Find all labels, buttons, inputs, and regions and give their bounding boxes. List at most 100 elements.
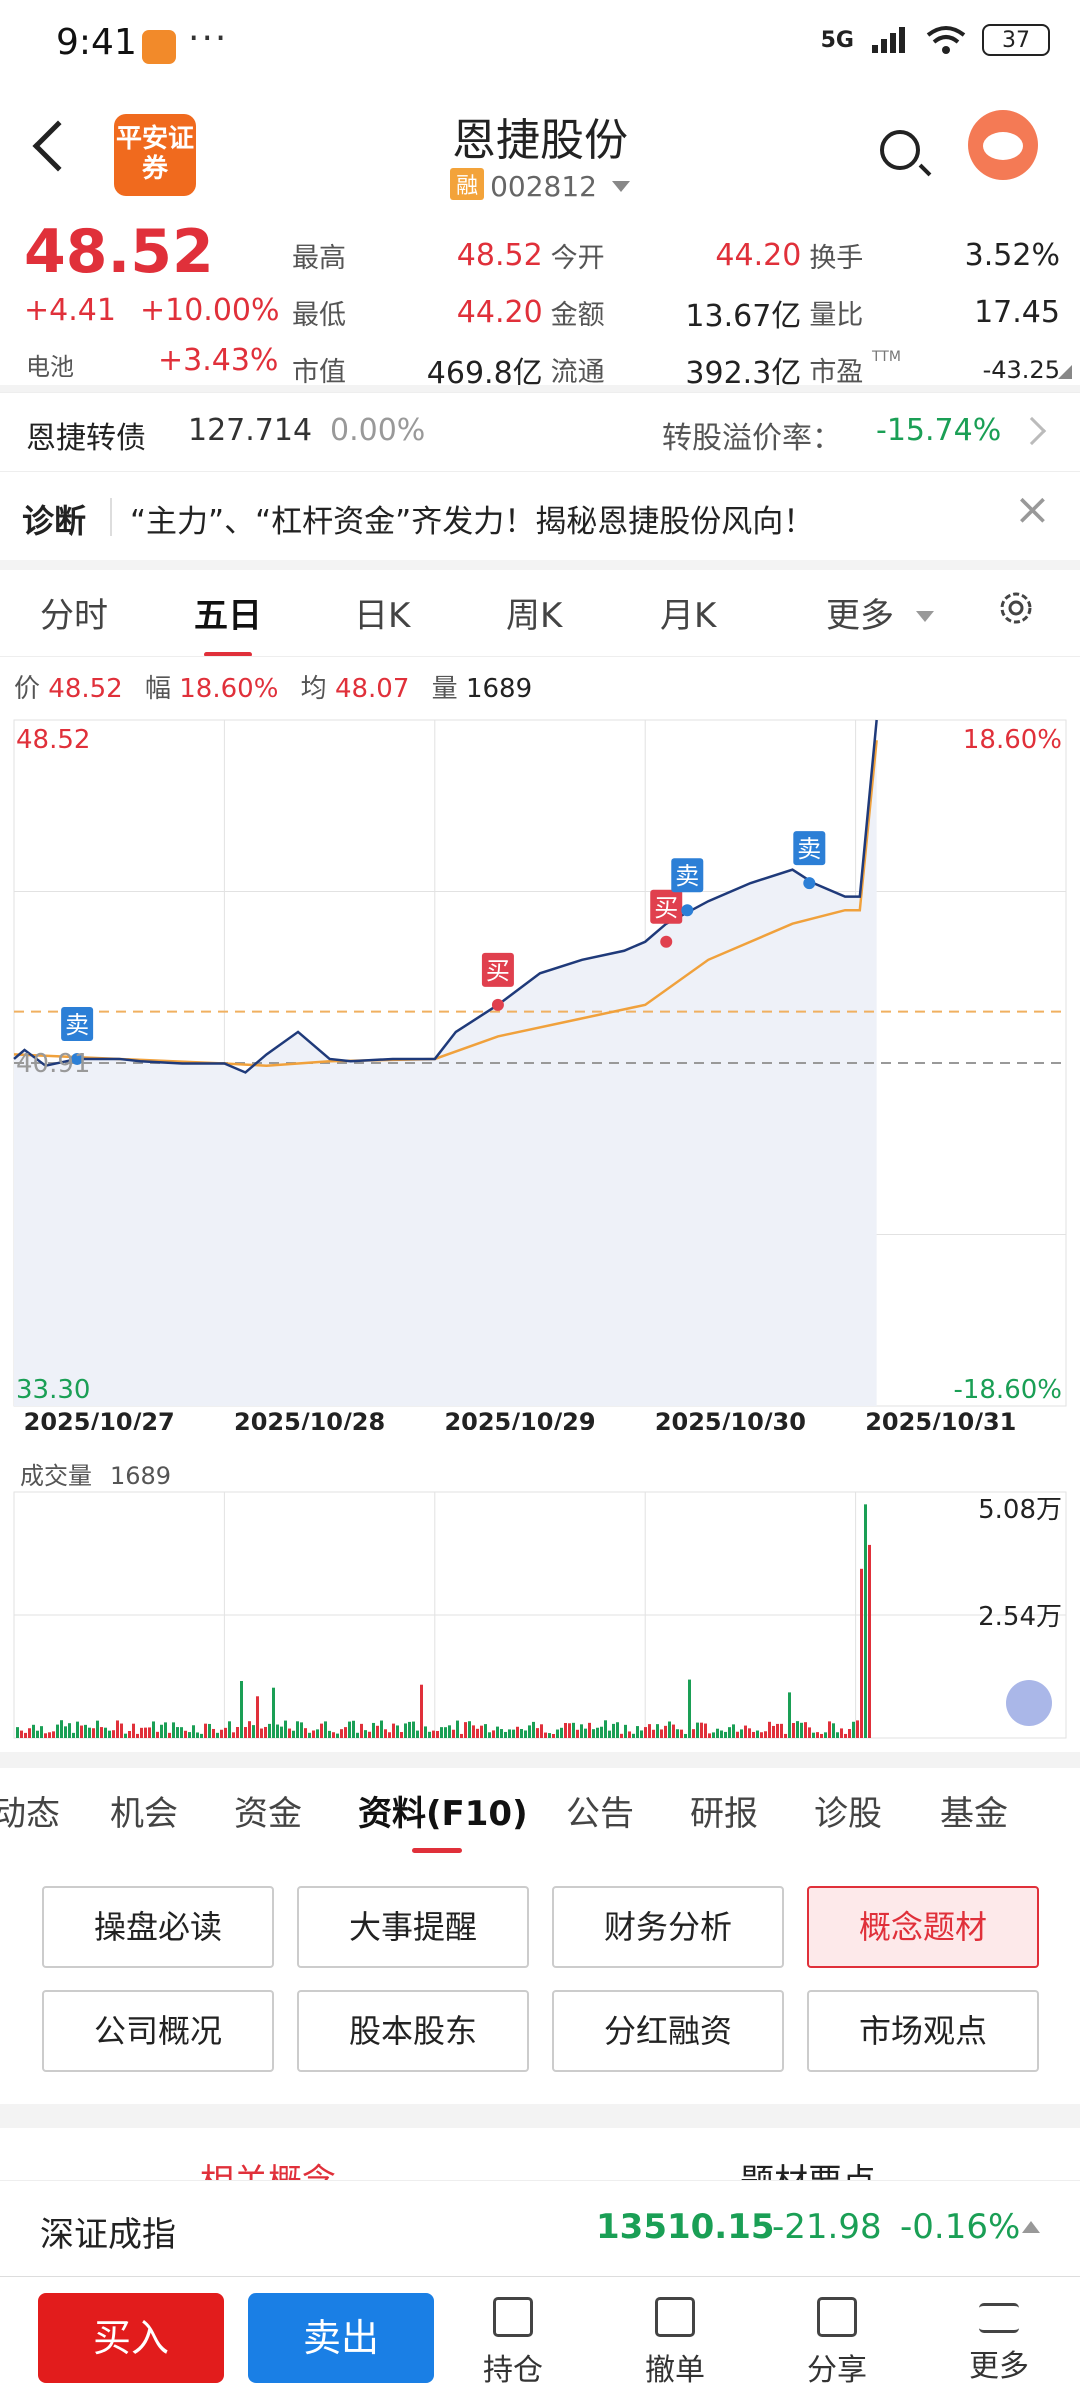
volume-bar	[788, 1692, 791, 1738]
volume-bar	[636, 1726, 639, 1738]
quote-field-label: 市值	[292, 357, 346, 388]
volume-bar	[556, 1729, 559, 1738]
five-day-price-chart[interactable]: 卖买买卖卖48.5233.3018.60%-18.60%40.912025/10…	[0, 710, 1080, 1430]
quote-field-label: 市盈	[809, 357, 864, 388]
volume-bar	[472, 1725, 475, 1738]
search-icon[interactable]	[880, 130, 920, 170]
volume-bar	[392, 1723, 395, 1738]
fullscreen-icon[interactable]	[1006, 1680, 1052, 1726]
theme-points-heading[interactable]: 题材要点	[740, 2154, 876, 2180]
sector-name[interactable]: 电池	[26, 353, 74, 381]
btn-concepts[interactable]: 概念题材	[807, 1886, 1039, 1968]
volume-bar	[576, 1729, 579, 1738]
tab-fund[interactable]: 基金	[940, 1794, 1008, 1834]
tab-f10[interactable]: 资料(F10)	[358, 1786, 528, 1853]
volume-bar	[88, 1727, 91, 1738]
volume-bar	[304, 1728, 307, 1738]
volume-bar	[180, 1727, 183, 1738]
nav-cancel-orders[interactable]: 撤单	[620, 2297, 730, 2389]
buy-marker	[481, 952, 514, 987]
volume-bar	[52, 1731, 55, 1738]
stock-code-row[interactable]: 融 002812	[0, 168, 1080, 203]
btn-trading-guide[interactable]: 操盘必读	[42, 1886, 274, 1968]
quote-field-label: 金额	[550, 300, 605, 331]
convertible-bond-row[interactable]: 恩捷转债 127.714 0.00% 转股溢价率： -15.74%	[0, 392, 1080, 472]
volume-bar	[792, 1722, 795, 1738]
volume-bar	[416, 1730, 419, 1738]
chart-info-line: 价 48.52 幅 18.60% 均 48.07 量 1689	[14, 668, 532, 705]
volume-bar	[312, 1730, 315, 1738]
volume-bar	[68, 1723, 71, 1738]
tab-weekly-k[interactable]: 周K	[506, 596, 563, 636]
volume-bar	[128, 1730, 131, 1738]
buy-marker-label: 买	[486, 957, 510, 985]
tab-announcements[interactable]: 公告	[566, 1794, 634, 1834]
close-icon[interactable]: ×	[1014, 484, 1051, 535]
tab-intraday[interactable]: 分时	[40, 596, 108, 636]
volume-bar	[456, 1720, 459, 1738]
volume-bar	[372, 1722, 375, 1738]
volume-bar	[868, 1544, 871, 1738]
btn-financials[interactable]: 财务分析	[552, 1886, 784, 1968]
sell-marker	[671, 858, 704, 893]
btn-shareholders[interactable]: 股本股东	[297, 1990, 529, 2072]
volume-chart[interactable]: 5.08万 2.54万	[0, 1480, 1080, 1745]
nav-positions[interactable]: 持仓	[458, 2297, 568, 2389]
diagnosis-banner[interactable]: 诊断 “主力”、“杠杆资金”齐发力！揭秘恩捷股份风向！ ×	[0, 478, 1080, 560]
buy-button[interactable]: 买入	[38, 2293, 224, 2383]
info-price: 48.52	[48, 674, 123, 704]
info-avg-label: 均	[300, 674, 327, 704]
nav-share[interactable]: 分享	[782, 2297, 892, 2389]
volume-bar	[216, 1732, 219, 1738]
index-ticker[interactable]: 深证成指 13510.15 -21.98 -0.16%	[0, 2180, 1080, 2276]
volume-bar	[212, 1728, 215, 1738]
expand-corner-icon[interactable]	[1058, 365, 1072, 379]
diagnosis-text: “主力”、“杠杆资金”齐发力！揭秘恩捷股份风向！	[130, 504, 815, 540]
index-value: 13510.15	[596, 2207, 775, 2247]
btn-company-profile[interactable]: 公司概况	[42, 1990, 274, 2072]
chevron-up-icon[interactable]	[1022, 2221, 1040, 2233]
volume-bar	[604, 1720, 607, 1738]
tab-daily-k[interactable]: 日K	[354, 596, 411, 636]
btn-events[interactable]: 大事提醒	[297, 1886, 529, 1968]
volume-bar	[660, 1729, 663, 1738]
network-label: 5G	[820, 27, 854, 53]
btn-market-views[interactable]: 市场观点	[807, 1990, 1039, 2072]
quote-row: 最高 48.52 今开 44.20 换手 3.52%	[292, 227, 1068, 284]
assistant-avatar-icon[interactable]	[968, 110, 1038, 180]
trade-bottom-bar: 买入 卖出 持仓 撤单 分享 更多	[0, 2276, 1080, 2400]
settings-gear-icon[interactable]	[996, 588, 1036, 628]
volume-bar	[532, 1721, 535, 1738]
sell-button[interactable]: 卖出	[248, 2293, 434, 2383]
volume-bar	[228, 1721, 231, 1738]
btn-dividends[interactable]: 分红融资	[552, 1990, 784, 2072]
volume-bar	[492, 1730, 495, 1738]
tab-five-day[interactable]: 五日	[194, 588, 262, 657]
divider	[0, 1752, 1080, 1768]
volume-bar	[816, 1732, 819, 1738]
volume-bar	[700, 1722, 703, 1738]
chevron-down-icon	[916, 611, 934, 622]
volume-bar	[132, 1723, 135, 1738]
tab-diagnose[interactable]: 诊股	[814, 1794, 882, 1834]
volume-bar	[440, 1727, 443, 1738]
sell-point	[803, 877, 816, 890]
positions-icon	[493, 2297, 533, 2337]
sector-change-pct[interactable]: +3.43%	[158, 343, 279, 378]
volume-bar	[836, 1732, 839, 1738]
tab-research[interactable]: 研报	[690, 1794, 758, 1834]
tab-news[interactable]: 动态	[0, 1794, 60, 1834]
tab-more[interactable]: 更多	[826, 588, 934, 637]
volume-bar	[676, 1729, 679, 1738]
tab-funds[interactable]: 资金	[234, 1794, 302, 1834]
price-change: +4.41	[24, 293, 116, 328]
tab-opportunity[interactable]: 机会	[110, 1794, 178, 1834]
volume-bar	[92, 1728, 95, 1738]
volume-bar	[800, 1722, 803, 1738]
tab-monthly-k[interactable]: 月K	[660, 596, 717, 636]
nav-more[interactable]: 更多	[944, 2297, 1054, 2385]
volume-bar	[856, 1720, 859, 1738]
volume-bar	[420, 1684, 423, 1738]
related-concepts-heading[interactable]: 相关概念	[200, 2154, 336, 2180]
broker-logo[interactable]: 平安证券	[114, 114, 196, 196]
